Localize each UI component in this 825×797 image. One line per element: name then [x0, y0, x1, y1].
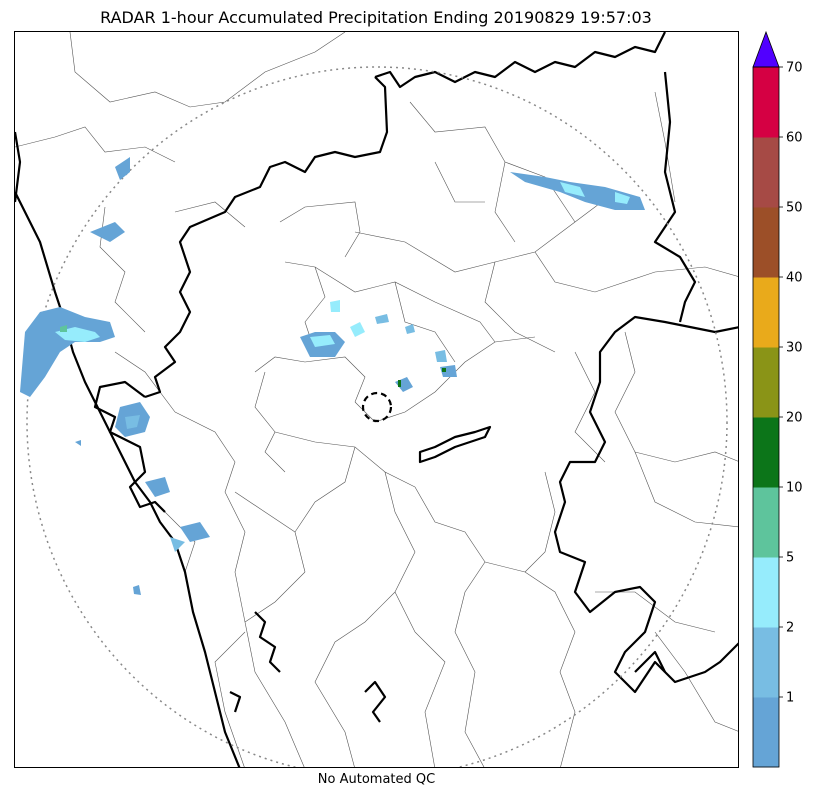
colorbar-ticks: 1 2 5 10 20 30 40 50 60 70: [779, 61, 803, 706]
colorbar-overflow-arrow: [752, 30, 780, 68]
colorbar-bin: [753, 417, 779, 488]
radar-site-marker[interactable]: [361, 391, 393, 423]
colorbar-tick-label: 30: [786, 341, 803, 356]
radar-map[interactable]: [14, 31, 739, 768]
colorbar-tick-label: 50: [786, 201, 803, 216]
colorbar-tick-label: 5: [786, 551, 794, 566]
colorbar-bin: [753, 697, 779, 768]
qc-note: No Automated QC: [317, 772, 436, 787]
colorbar-tick-label: 20: [786, 411, 803, 426]
colorbar-bins: [753, 67, 779, 768]
colorbar: 1 2 5 10 20 30 40 50 60 70: [752, 30, 803, 768]
colorbar-tick-label: 70: [786, 61, 803, 76]
colorbar-bin: [753, 487, 779, 558]
colorbar-tick-label: 1: [786, 691, 794, 706]
colorbar-bin: [753, 137, 779, 208]
map-title: RADAR 1-hour Accumulated Precipitation E…: [100, 8, 652, 27]
colorbar-bin: [753, 207, 779, 278]
colorbar-bin: [753, 557, 779, 628]
state-boundaries: [15, 32, 738, 767]
colorbar-tick-label: 2: [786, 621, 794, 636]
radar-range-ring: [26, 66, 728, 767]
colorbar-bin: [753, 347, 779, 418]
colorbar-bin: [753, 277, 779, 348]
map-canvas: [15, 32, 738, 767]
colorbar-tick-label: 10: [786, 481, 803, 496]
colorbar-tick-label: 60: [786, 131, 803, 146]
district-boundaries: [15, 32, 738, 767]
precipitation-echoes: [20, 157, 645, 595]
colorbar-tick-label: 40: [786, 271, 803, 286]
colorbar-bin: [753, 67, 779, 138]
colorbar-bin: [753, 627, 779, 698]
